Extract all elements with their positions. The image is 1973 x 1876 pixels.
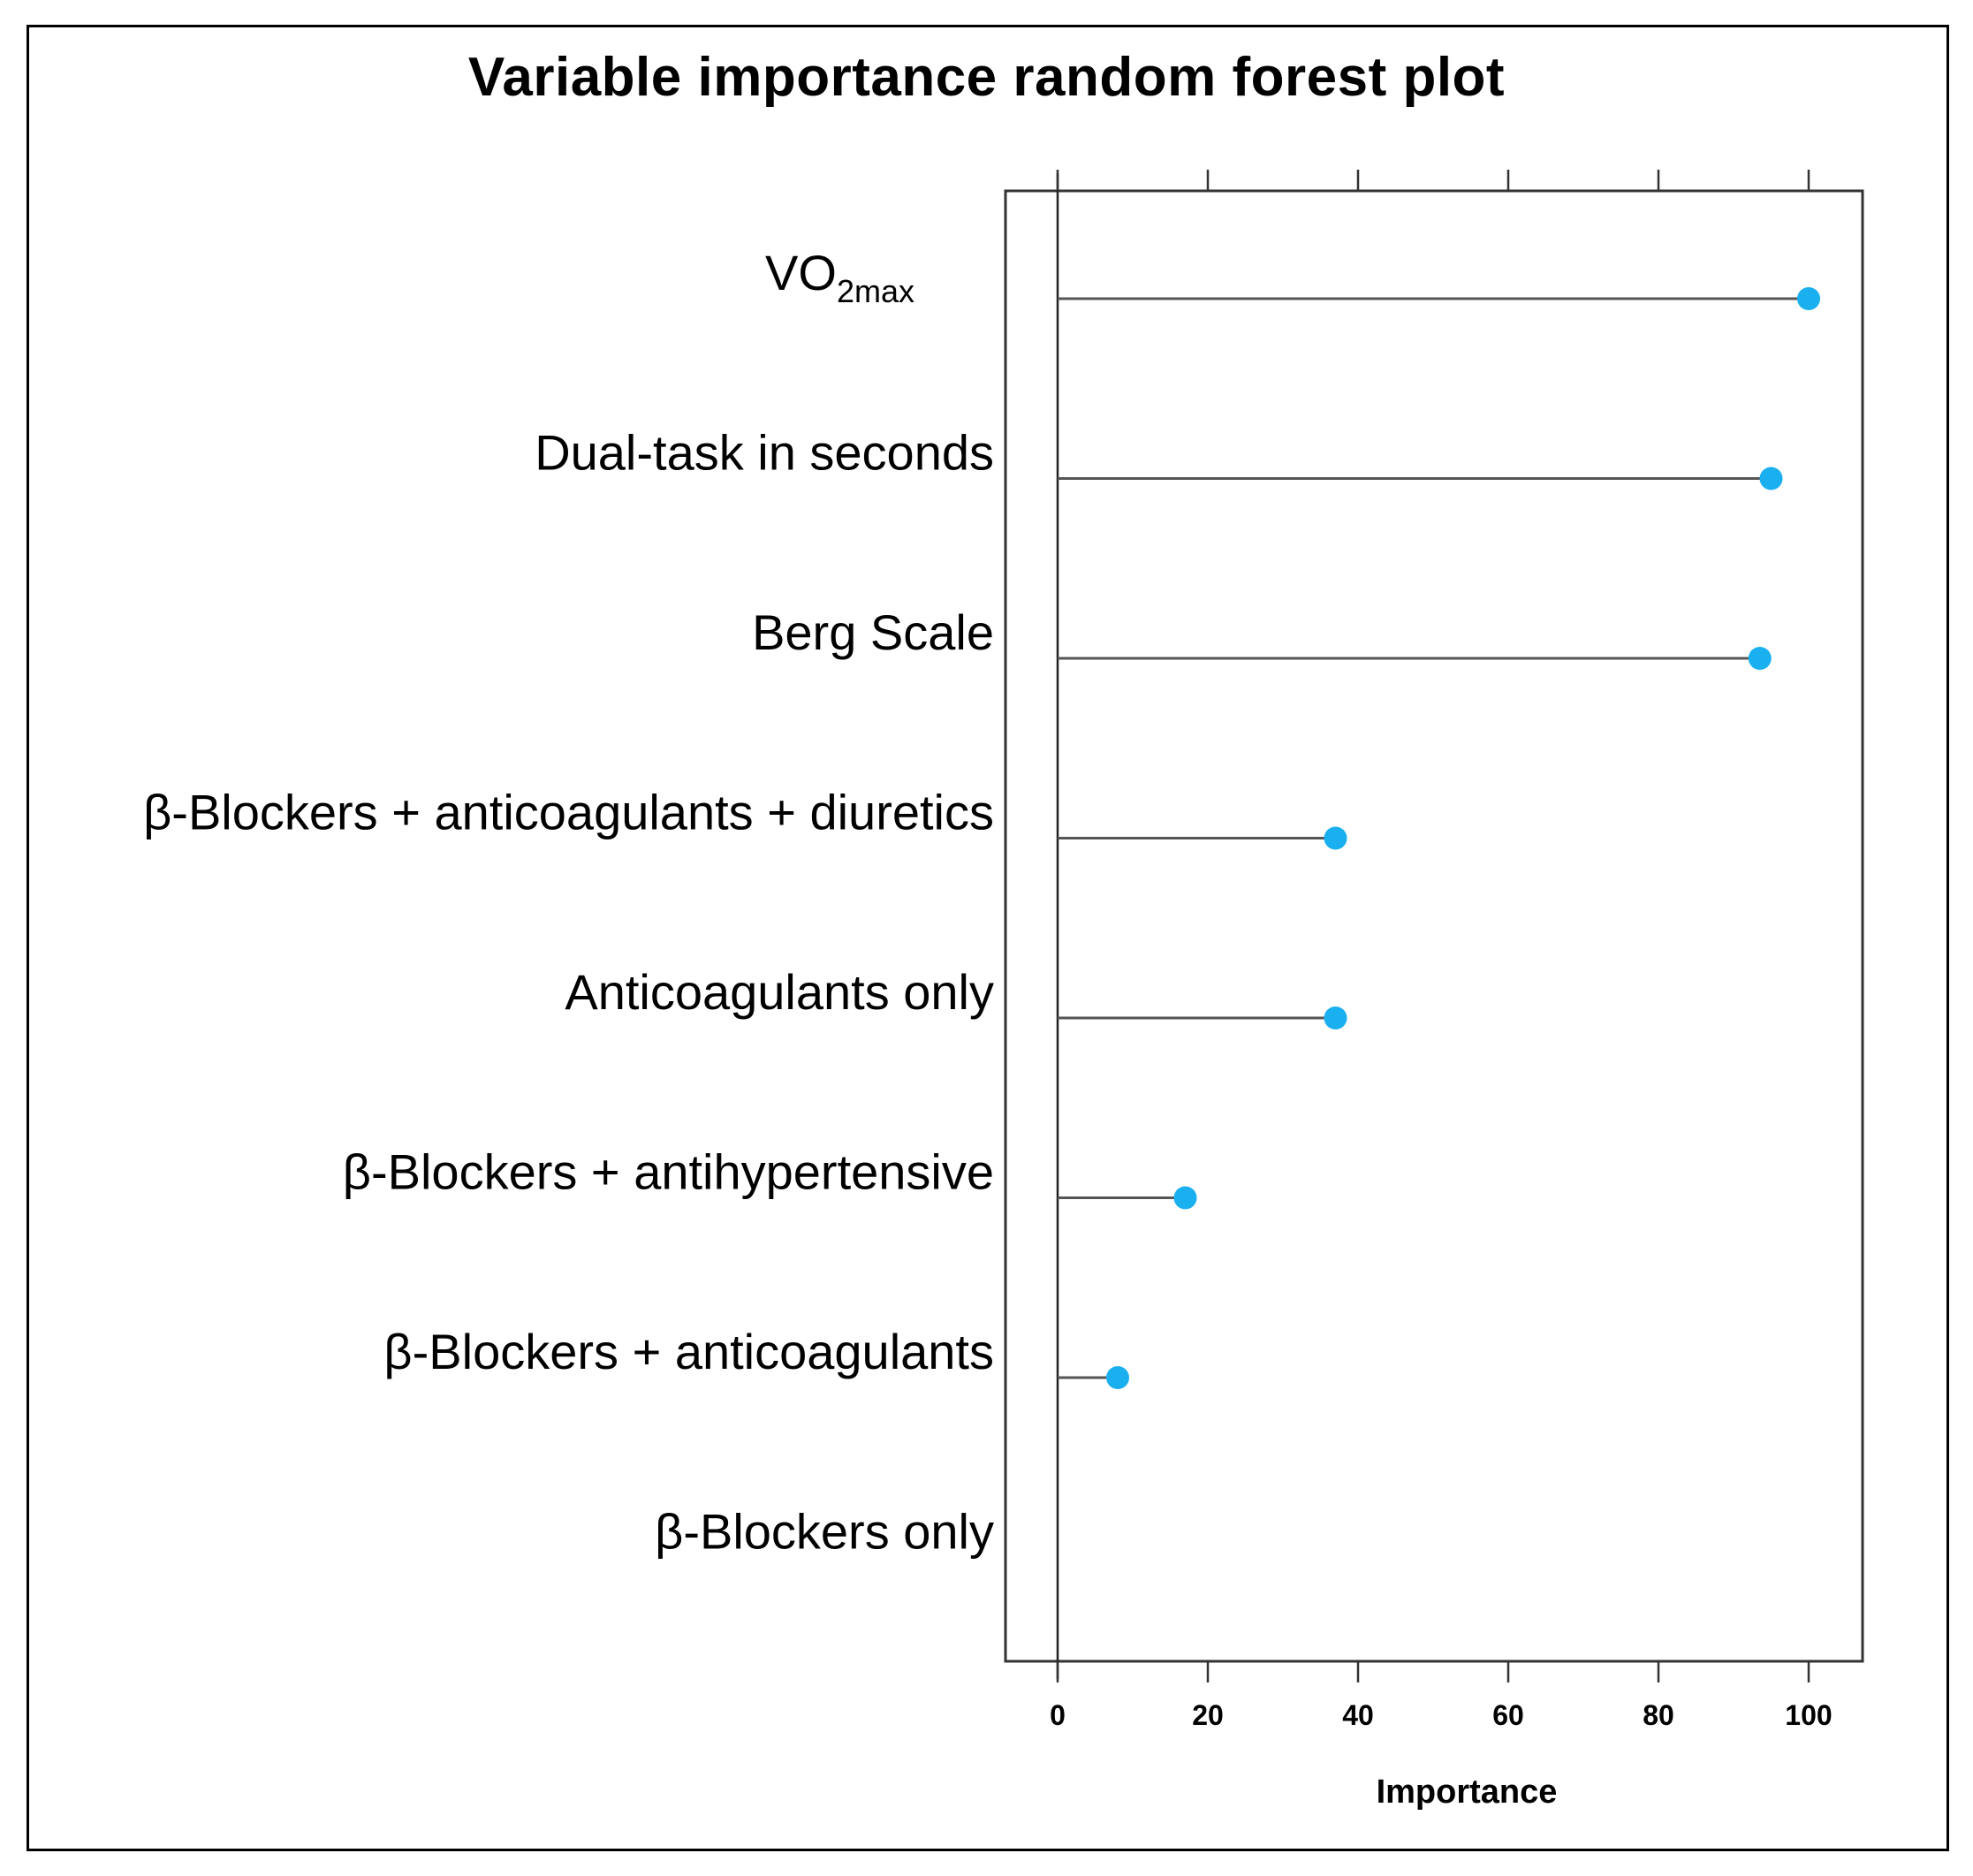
x-tick-label: 20 — [1192, 1699, 1224, 1731]
lollipop-marker — [1324, 826, 1347, 850]
top-ticks — [1056, 170, 1810, 191]
lollipop-markers — [1106, 287, 1820, 1389]
plot-area — [1004, 189, 1864, 1663]
x-tick-labels: 0 20 40 60 80 100 — [1050, 1699, 1833, 1731]
category-label: β-Blockers + anticoagulants + diuretics — [143, 785, 994, 840]
lollipop-stems — [1058, 297, 1809, 1379]
category-label: Dual-task in seconds — [535, 425, 994, 481]
lollipop-marker — [1106, 1366, 1129, 1389]
category-labels: VO2max Dual-task in seconds Berg Scale β-Bl… — [143, 245, 994, 1560]
x-tick-label: 40 — [1342, 1699, 1374, 1731]
category-label: Berg Scale — [752, 604, 994, 660]
x-tick-label: 100 — [1785, 1699, 1832, 1731]
category-label: VO2max — [765, 245, 914, 309]
category-label: β-Blockers + antihypertensive — [343, 1144, 994, 1200]
lollipop-marker — [1797, 287, 1820, 310]
category-label: β-Blockers only — [655, 1504, 994, 1560]
lollipop-marker — [1324, 1006, 1347, 1029]
lollipop-marker — [1748, 647, 1772, 670]
figure-frame — [27, 25, 1949, 1851]
bottom-ticks — [1056, 1661, 1810, 1682]
lollipop-marker — [1759, 467, 1783, 490]
x-axis-title: Importance — [1377, 1773, 1558, 1811]
category-label: β-Blockers + anticoagulants — [383, 1324, 994, 1379]
x-tick-label: 0 — [1050, 1699, 1066, 1731]
chart-title: Variable importance random forest plot — [467, 47, 1506, 108]
lollipop-marker — [1173, 1186, 1197, 1210]
x-tick-label: 80 — [1643, 1699, 1674, 1731]
x-tick-label: 60 — [1492, 1699, 1524, 1731]
category-label: Anticoagulants only — [565, 964, 994, 1020]
